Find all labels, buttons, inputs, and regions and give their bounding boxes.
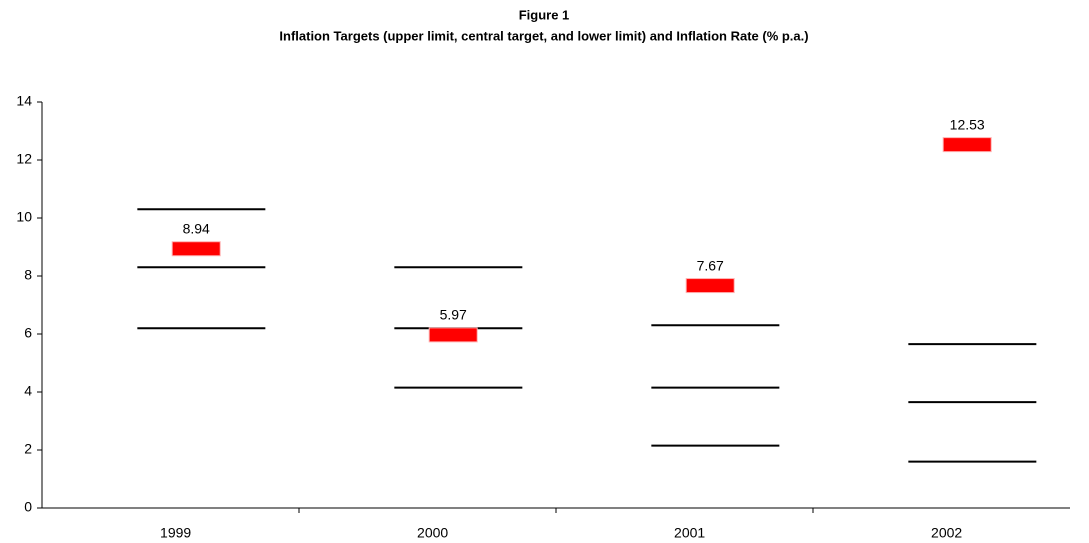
value-label: 8.94 — [183, 220, 210, 236]
y-tick-label: 0 — [24, 499, 32, 515]
x-tick-label: 2002 — [931, 525, 962, 541]
y-tick-label: 10 — [16, 209, 32, 225]
value-label: 7.67 — [697, 257, 724, 273]
y-tick-label: 14 — [16, 93, 32, 109]
value-label: 12.53 — [950, 116, 985, 132]
inflation-bar — [171, 241, 221, 257]
y-tick-label: 2 — [24, 441, 32, 457]
x-tick-label: 1999 — [160, 525, 191, 541]
y-tick-label: 12 — [16, 151, 32, 167]
inflation-bar — [428, 327, 478, 343]
x-tick-label: 2001 — [674, 525, 705, 541]
chart-subtitle: Inflation Targets (upper limit, central … — [279, 28, 808, 43]
x-tick-label: 2000 — [417, 525, 448, 541]
value-label: 5.97 — [440, 307, 467, 323]
y-tick-label: 6 — [24, 325, 32, 341]
inflation-bar — [942, 137, 992, 153]
y-tick-label: 8 — [24, 267, 32, 283]
y-tick-label: 4 — [24, 383, 32, 399]
inflation-bar — [685, 278, 735, 294]
chart-title: Figure 1 — [519, 7, 570, 22]
